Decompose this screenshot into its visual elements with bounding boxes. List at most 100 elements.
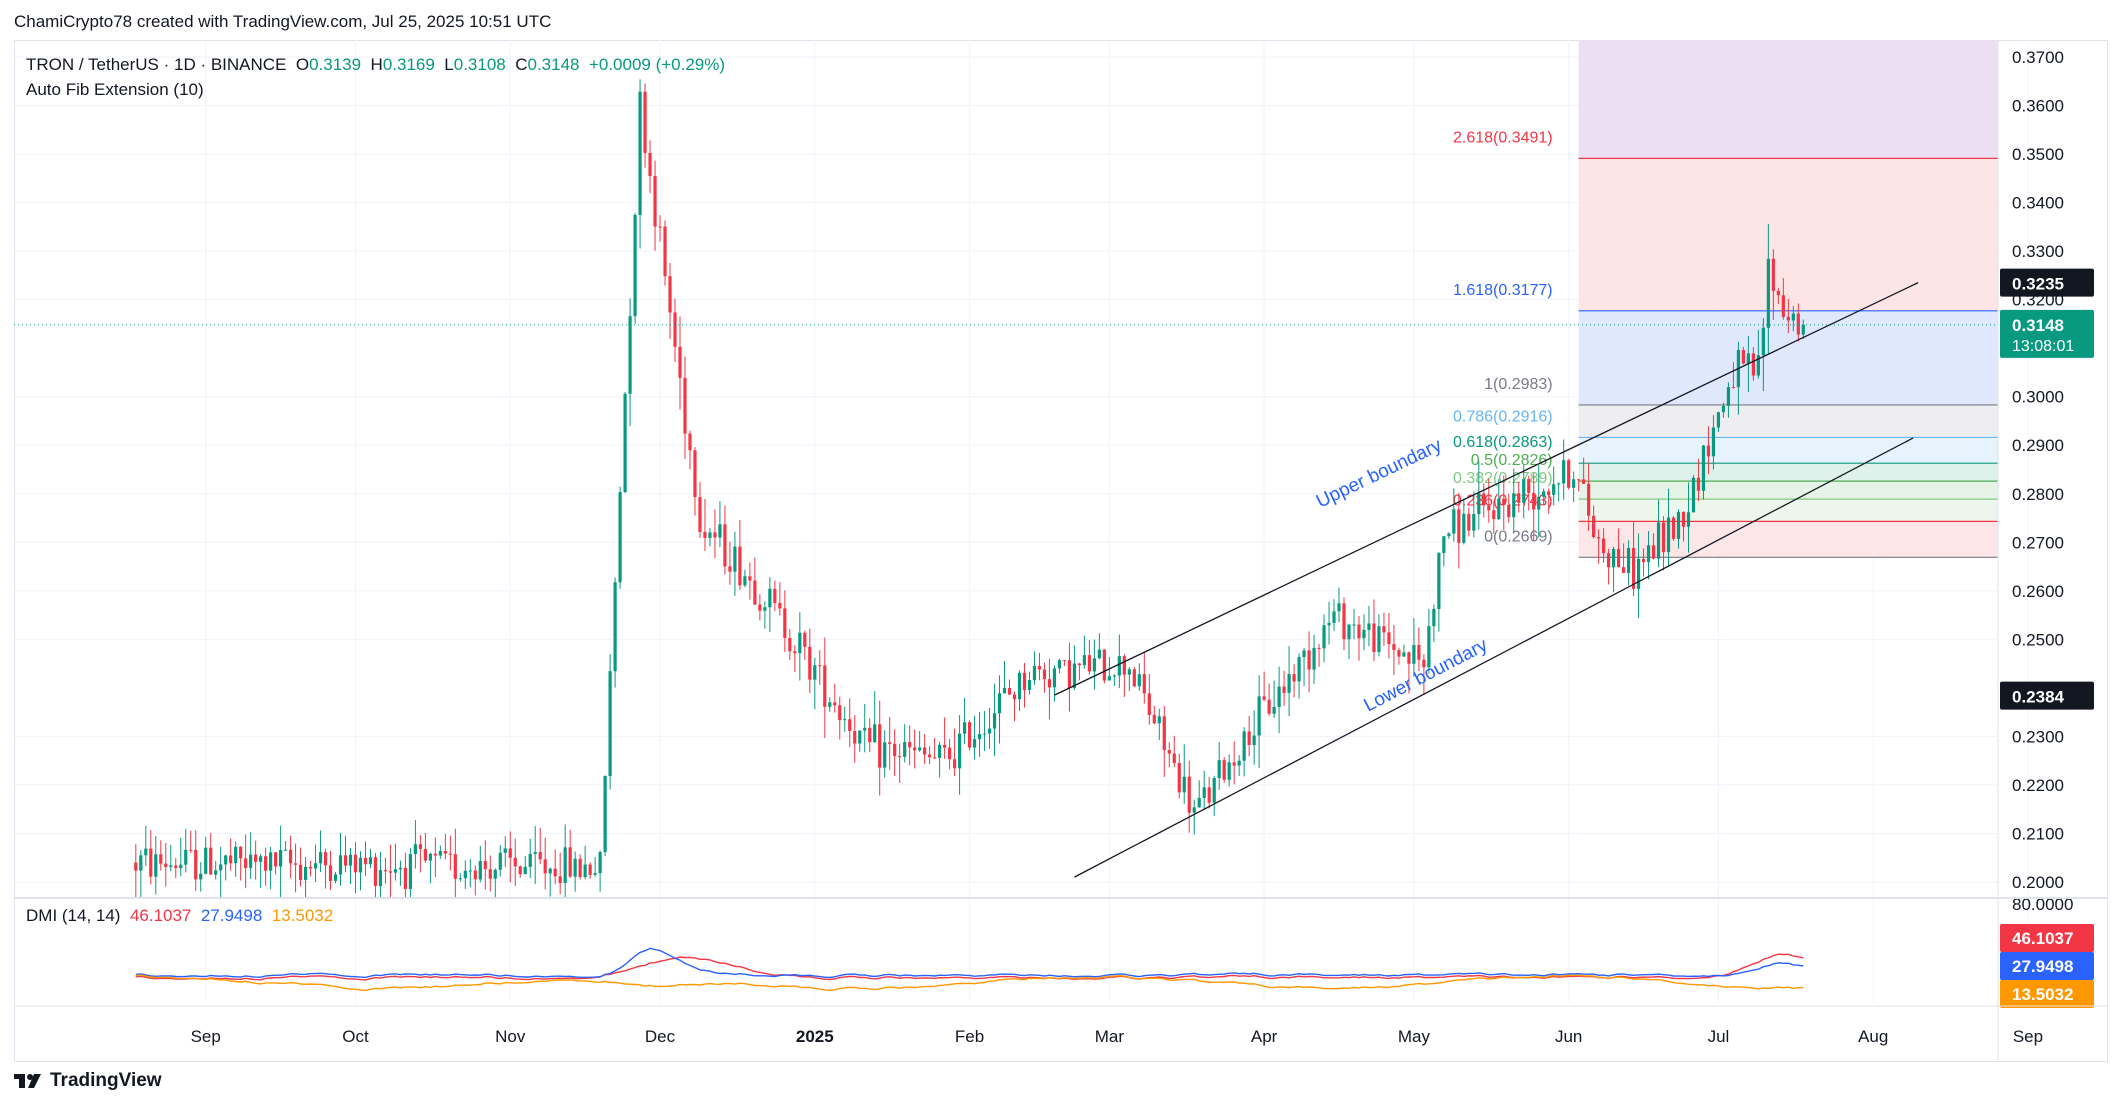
fib-zone [1578, 521, 1998, 558]
candle-body [1187, 776, 1191, 813]
candle-body [1417, 644, 1421, 660]
candle-body [478, 861, 482, 880]
candle-body [353, 854, 358, 873]
candle-body [1766, 258, 1770, 328]
candle-body [318, 852, 323, 864]
candle-body [1716, 412, 1721, 428]
candle-body [1751, 353, 1755, 376]
candle-body [1202, 787, 1206, 798]
candle-body [209, 847, 213, 875]
candle-body [1102, 649, 1106, 681]
price-tick-label: 0.2800 [2012, 485, 2064, 504]
adx-value: 27.9498 [200, 906, 263, 925]
low-value: 0.3108 [453, 55, 506, 74]
candle-body [1631, 548, 1636, 589]
candle-body [713, 532, 717, 538]
lower-channel-line[interactable] [1074, 437, 1914, 878]
candle-body [593, 873, 597, 875]
fib-zone [1578, 499, 1998, 522]
candle-body [1242, 731, 1246, 761]
price-axis: 0.37000.36000.35000.34000.33000.32000.30… [2000, 48, 2094, 1008]
fib-zone [1578, 404, 1998, 438]
candle-body [279, 850, 283, 867]
candle-body [768, 588, 772, 608]
candle-body [903, 742, 907, 757]
candle-body [1706, 445, 1711, 457]
candle-body [673, 312, 677, 347]
candle-body [728, 566, 732, 572]
candle-body [433, 853, 437, 856]
candle-body [338, 855, 343, 875]
candle-body [1621, 567, 1626, 573]
dmi-title[interactable]: DMI (14, 14) [26, 906, 121, 925]
candle-body [1222, 760, 1226, 780]
candle-body [1252, 735, 1256, 745]
time-tick-label: Nov [495, 1027, 526, 1046]
candle-body [1342, 603, 1346, 640]
candle-body [808, 646, 812, 680]
candle-body [1407, 652, 1411, 664]
tradingview-logo[interactable]: TradingView [14, 1070, 162, 1092]
candle-body [1077, 663, 1082, 666]
dmi-value-badge-text: 46.1037 [2012, 929, 2073, 948]
candle-body [1257, 696, 1261, 736]
candle-body [743, 576, 747, 586]
candle-body [1362, 629, 1366, 639]
time-tick-label: May [1398, 1027, 1431, 1046]
candle-body [1527, 479, 1531, 493]
upper-channel-line[interactable] [1054, 282, 1919, 696]
candle-body [878, 724, 882, 768]
candle-body [738, 546, 742, 586]
price-tick-label: 0.2200 [2012, 776, 2064, 795]
candle-body [264, 856, 268, 871]
chart-frame[interactable] [14, 40, 2108, 1062]
candle-body [1671, 517, 1676, 539]
candle-body [683, 377, 687, 434]
brand-name: TradingView [50, 1070, 162, 1091]
dmi-panel [135, 947, 1804, 992]
candle-body [1292, 674, 1296, 682]
symbol-title[interactable]: TRON / TetherUS · 1D · BINANCE [26, 55, 287, 74]
candle-body [633, 214, 637, 317]
candle-body [893, 743, 897, 757]
candle-body [249, 854, 253, 868]
plus-di-value: 46.1037 [129, 906, 192, 925]
candle-body [603, 775, 607, 853]
candle-body [1592, 515, 1596, 538]
candle-body [244, 858, 248, 868]
candle-body [453, 854, 457, 879]
dmi-value-badge-text: 27.9498 [2012, 957, 2073, 976]
candle-body [234, 846, 238, 864]
candle-body [1297, 657, 1301, 682]
candle-body [908, 742, 912, 748]
candle-body [149, 848, 153, 877]
time-tick-label: Jun [1555, 1027, 1582, 1046]
price-tick-label: 0.2100 [2012, 824, 2064, 843]
time-tick-label: Mar [1095, 1027, 1125, 1046]
price-badge [2000, 268, 2094, 297]
candle-body [1567, 460, 1571, 488]
upper-boundary-label: Upper boundary [1313, 435, 1445, 513]
candle-body [883, 742, 887, 768]
indicator-title[interactable]: Auto Fib Extension (10) [26, 80, 204, 99]
candle-body [164, 863, 168, 868]
candle-body [1067, 660, 1072, 689]
candle-body [1017, 672, 1022, 700]
price-tick-label: 0.3400 [2012, 194, 2064, 213]
candle-body [468, 870, 472, 872]
candle-body [1262, 696, 1266, 700]
candle-body [648, 152, 652, 177]
candle-body [1377, 626, 1381, 653]
candle-body [1247, 731, 1251, 745]
candle-body [943, 744, 947, 748]
candle-body [1711, 427, 1716, 457]
ohlc-line: TRON / TetherUS · 1D · BINANCE O0.3139 H… [26, 52, 725, 77]
candle-body [848, 719, 852, 732]
candle-body [548, 868, 552, 874]
candle-body [618, 492, 622, 583]
candle-body [1092, 658, 1096, 672]
candle-body [703, 531, 707, 538]
candle-body [1317, 647, 1321, 649]
price-tick-label: 0.3300 [2012, 242, 2064, 261]
